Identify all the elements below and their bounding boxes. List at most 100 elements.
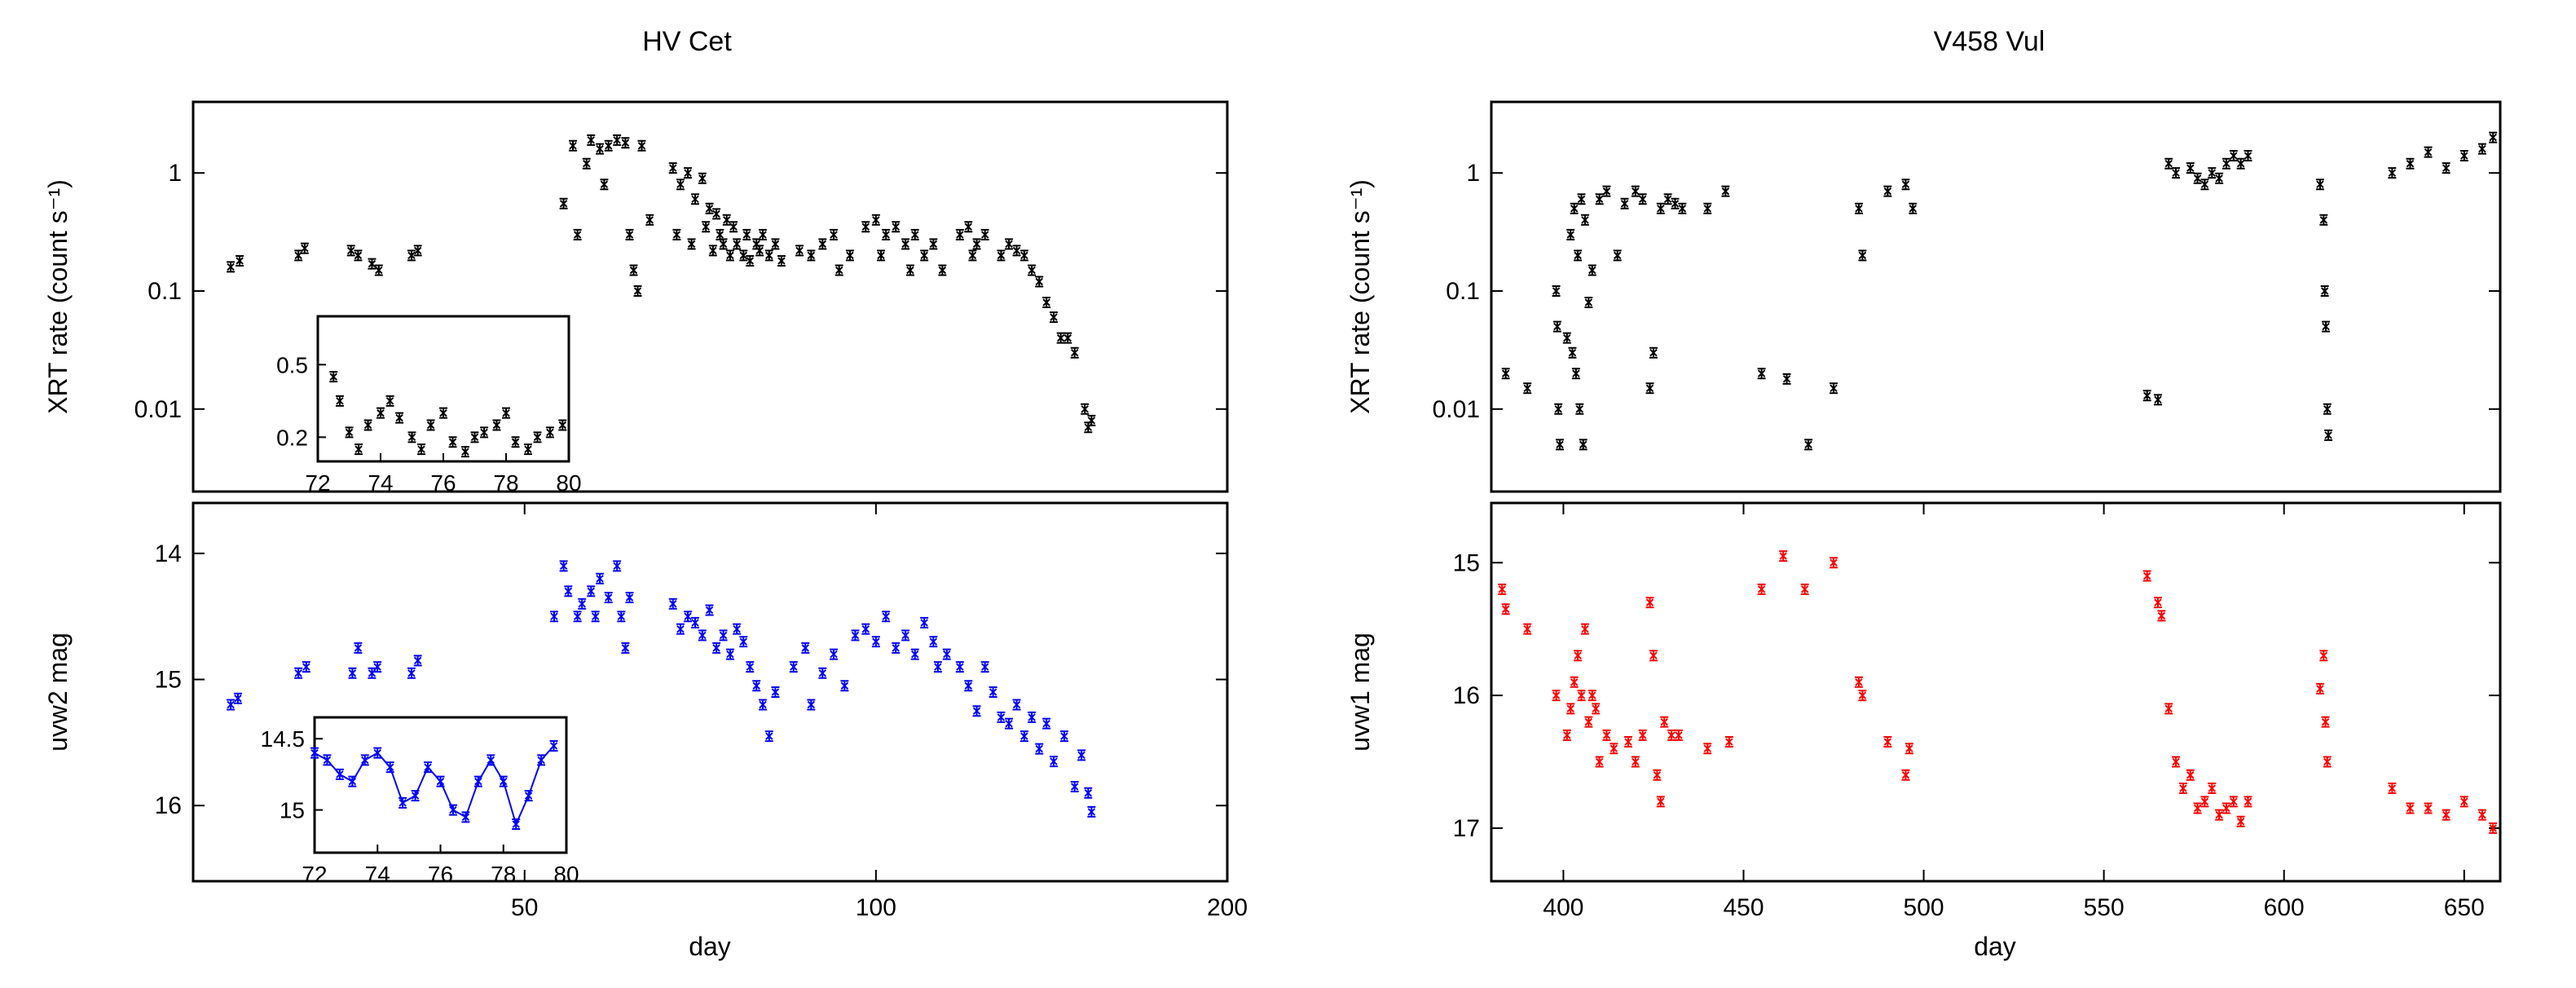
data-point (942, 648, 951, 660)
data-point (1757, 583, 1766, 595)
data-point (1084, 421, 1093, 434)
y-tick-label: 16 (1453, 682, 1480, 709)
data-point (1587, 690, 1596, 702)
data-point (684, 611, 693, 623)
inset-x-tick-label: 74 (365, 862, 390, 887)
data-point (964, 680, 973, 692)
data-point (236, 255, 244, 267)
data-point (294, 667, 303, 679)
v458vul-uvw1-frame (1490, 501, 2502, 883)
inset-data-point (385, 761, 394, 774)
data-point (691, 193, 700, 205)
inset-data-point (558, 419, 567, 431)
data-point (1592, 703, 1601, 715)
data-point (818, 667, 827, 679)
data-point (1562, 332, 1571, 344)
data-point (759, 228, 768, 240)
inset-data-point (363, 419, 372, 431)
v458vul-xrt-ylabel: XRT rate (count s⁻¹) (1345, 179, 1375, 414)
y-tick-label: 1 (1466, 160, 1480, 187)
inset-x-tick-label: 72 (305, 470, 330, 496)
data-point (2142, 570, 2151, 582)
data-point (1554, 403, 1563, 415)
data-point (892, 221, 900, 233)
data-point (617, 611, 626, 623)
data-point (1049, 756, 1058, 768)
data-point (708, 245, 717, 257)
data-point (413, 245, 422, 257)
data-point (587, 134, 596, 146)
data-point (1087, 414, 1096, 426)
data-point (2424, 802, 2433, 814)
data-point (2319, 214, 2328, 226)
data-point (702, 221, 711, 233)
data-point (294, 249, 303, 262)
inset-data-point (426, 419, 435, 431)
inset-data-point (460, 446, 469, 458)
data-point (955, 228, 964, 240)
inset-data-point (549, 739, 558, 752)
data-point (2222, 157, 2230, 170)
v458vul-title: V458 Vul (1934, 26, 2045, 57)
data-point (840, 680, 849, 692)
data-point (1620, 197, 1629, 210)
data-point (1667, 729, 1676, 741)
data-point (1501, 368, 1510, 380)
data-point (668, 162, 677, 174)
inset-data-point (439, 407, 447, 419)
data-point (676, 623, 685, 635)
data-point (2459, 150, 2468, 162)
data-point (625, 228, 634, 240)
data-point (968, 249, 977, 262)
data-point (901, 629, 910, 642)
data-point (2320, 284, 2329, 297)
data-point (2489, 822, 2498, 834)
inset-data-point (448, 436, 457, 448)
data-point (1678, 202, 1687, 214)
data-point (559, 560, 568, 572)
hvcet-uvw2-inset-ticks: 14.5 15 72 74 76 78 80 (261, 726, 579, 887)
inset-data-point (395, 412, 404, 424)
data-point (1638, 193, 1647, 205)
data-point (882, 228, 891, 240)
data-point (2215, 809, 2224, 821)
inset-data-point (335, 395, 344, 407)
inset-data-point (524, 790, 533, 802)
data-point (722, 214, 731, 226)
x-tick-label: 400 (1543, 894, 1583, 921)
data-point (413, 655, 422, 667)
data-point (691, 616, 700, 629)
data-point (1571, 368, 1580, 380)
data-point (1498, 583, 1507, 595)
data-point (712, 208, 721, 220)
data-point (733, 238, 742, 250)
inset-data-point (329, 371, 338, 383)
data-point (613, 560, 622, 572)
data-point (2319, 650, 2328, 662)
y-tick-label: 17 (1453, 815, 1480, 842)
data-point (1081, 403, 1090, 415)
data-point (2186, 769, 2195, 781)
data-point (892, 642, 900, 654)
y-tick-label: 16 (155, 792, 182, 819)
data-point (2172, 167, 2181, 179)
data-point (1631, 756, 1640, 768)
data-point (698, 629, 707, 642)
data-point (712, 642, 721, 654)
data-point (1854, 202, 1863, 214)
inset-data-point (512, 818, 521, 831)
data-point (1552, 284, 1561, 297)
data-point (346, 245, 355, 257)
data-point (1574, 249, 1583, 262)
inset-data-point (523, 443, 532, 456)
hvcet-uvw2-ticks: 14 15 16 50 100 200 (155, 503, 1248, 921)
data-point (2172, 756, 2181, 768)
x-tick-label: 100 (856, 894, 896, 921)
data-point (2164, 703, 2173, 715)
data-point (1830, 557, 1838, 569)
data-point (830, 228, 839, 240)
data-point (578, 598, 587, 610)
inset-data-point (492, 419, 501, 431)
data-point (684, 167, 693, 179)
hvcet-title: HV Cet (642, 26, 732, 57)
